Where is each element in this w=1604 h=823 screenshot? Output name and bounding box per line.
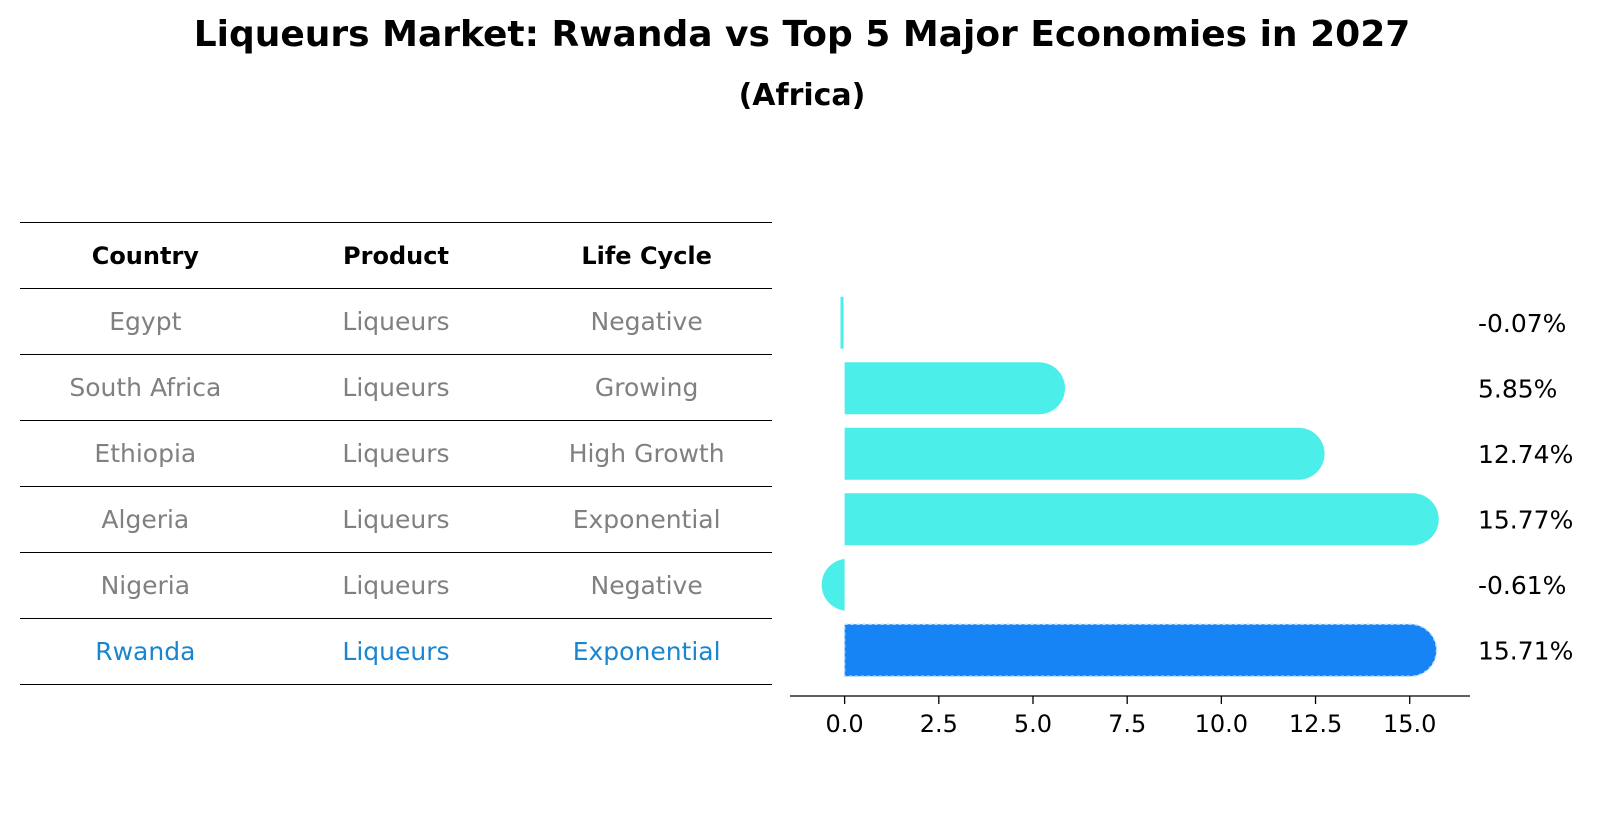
value-label: 15.71% (1478, 636, 1573, 665)
bar-rwanda (843, 623, 1438, 677)
cell-country: Algeria (101, 505, 190, 534)
chart-title: Liqueurs Market: Rwanda vs Top 5 Major E… (193, 14, 1411, 55)
header-product: Product (343, 241, 449, 270)
x-tick-label: 7.5 (1108, 710, 1146, 738)
cell-life-cycle: Exponential (572, 505, 721, 534)
x-tick-label: 15.0 (1383, 710, 1436, 738)
cell-country: Ethiopia (94, 439, 197, 468)
cell-product: Liqueurs (342, 505, 450, 534)
cell-life-cycle: Negative (590, 571, 703, 600)
x-tick-label: 0.0 (826, 710, 864, 738)
bar-south-africa (844, 362, 1066, 415)
chart-subtitle: (Africa) (738, 78, 866, 113)
header-country: Country (91, 241, 199, 270)
cell-product: Liqueurs (342, 373, 450, 402)
cell-life-cycle: High Growth (568, 439, 725, 468)
table-body: Egypt Liqueurs Negative South Africa Liqueur… (20, 288, 772, 685)
bar-egypt (840, 296, 844, 349)
table-row: Algeria Liqueurs Exponential (20, 486, 772, 552)
cell-country: Nigeria (100, 571, 191, 600)
table-row: Rwanda Liqueurs Exponential (20, 618, 772, 685)
table-row: Ethiopia Liqueurs High Growth (20, 420, 772, 486)
x-tick-label: 2.5 (920, 710, 958, 738)
cell-product: Liqueurs (342, 571, 450, 600)
table-header-row: Country Product Life Cycle (20, 222, 772, 288)
country-table: Country Product Life Cycle Egypt Liqueurs… (20, 222, 772, 685)
value-label: -0.61% (1478, 571, 1566, 600)
value-label: 5.85% (1478, 374, 1557, 403)
cell-country: Egypt (109, 307, 182, 336)
cell-country: Rwanda (95, 637, 196, 666)
cell-life-cycle: Exponential (572, 637, 721, 666)
value-label: -0.07% (1478, 309, 1566, 338)
bar-nigeria (821, 558, 848, 611)
x-tick-label: 12.5 (1289, 710, 1342, 738)
cell-product: Liqueurs (342, 439, 450, 468)
cell-life-cycle: Negative (590, 307, 703, 336)
cell-product: Liqueurs (342, 307, 450, 336)
cell-life-cycle: Growing (594, 373, 699, 402)
table-row: South Africa Liqueurs Growing (20, 354, 772, 420)
table-row: Nigeria Liqueurs Negative (20, 552, 772, 618)
cell-product: Liqueurs (342, 637, 450, 666)
value-label: 12.74% (1478, 440, 1573, 469)
bar-ethiopia (844, 427, 1325, 480)
cell-country: South Africa (69, 373, 222, 402)
value-label: 15.77% (1478, 505, 1573, 534)
x-tick-label: 5.0 (1014, 710, 1052, 738)
x-tick-label: 10.0 (1195, 710, 1248, 738)
table-row: Egypt Liqueurs Negative (20, 288, 772, 354)
bar-algeria (844, 493, 1439, 546)
header-life-cycle: Life Cycle (581, 241, 712, 270)
